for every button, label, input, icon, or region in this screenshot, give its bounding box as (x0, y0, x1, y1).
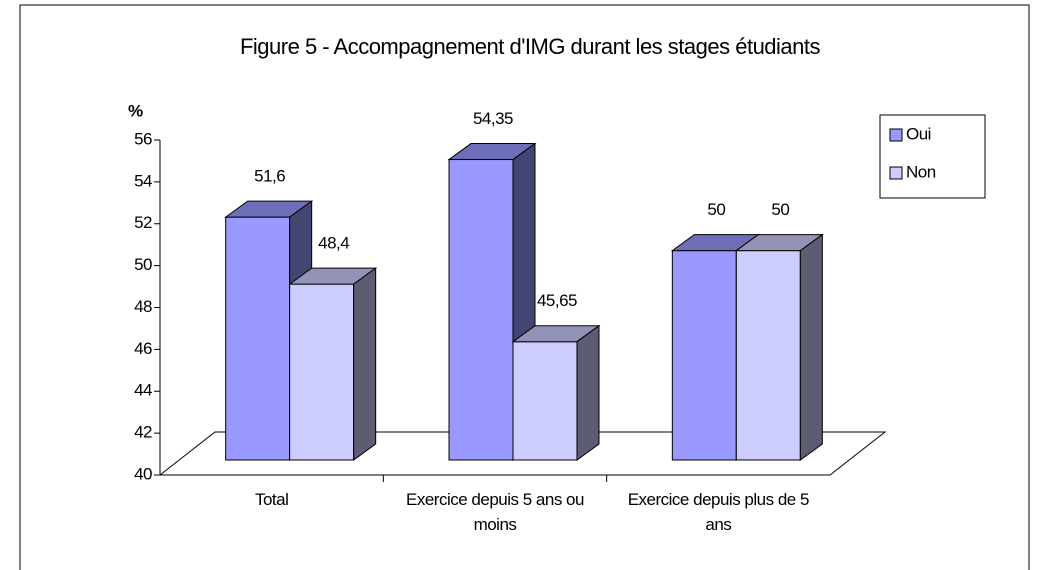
y-tick-label: 40 (134, 464, 152, 483)
bar (671, 250, 737, 461)
bar-side (799, 233, 823, 461)
x-tick-label: Total (254, 490, 289, 509)
bar-side (576, 324, 600, 461)
bar (448, 159, 514, 461)
data-label: 50 (707, 200, 725, 219)
data-label: 48,4 (318, 234, 349, 253)
bar-side (353, 267, 377, 461)
y-tick-label: 54 (134, 171, 152, 190)
data-label: 45,65 (537, 291, 577, 310)
y-tick-label: 52 (134, 213, 152, 232)
x-tick-label: Exercice depuis plus de 5 ans (627, 490, 810, 534)
legend-swatch (889, 166, 903, 180)
legend-label: Oui (906, 124, 931, 143)
bar (512, 341, 578, 461)
y-tick-label: 56 (134, 129, 152, 148)
bar (225, 216, 291, 461)
legend-swatch (889, 128, 903, 142)
legend-box (879, 114, 986, 199)
legend-label: Non (906, 162, 936, 181)
data-label: 51,6 (254, 167, 285, 186)
bar (735, 250, 801, 461)
data-label: 54,35 (473, 109, 513, 128)
y-tick-label: 44 (134, 381, 152, 400)
x-tick-label: Exercice depuis 5 ans ou moins (406, 490, 584, 534)
y-tick-label: 46 (134, 339, 152, 358)
y-tick-label: 48 (134, 297, 152, 316)
bar (289, 283, 355, 461)
y-tick-label: 42 (134, 423, 152, 442)
data-label: 50 (771, 200, 789, 219)
y-axis-label: % (128, 101, 143, 120)
chart-title: Figure 5 - Accompagnement d'IMG durant l… (240, 34, 821, 59)
y-tick-label: 50 (134, 255, 152, 274)
